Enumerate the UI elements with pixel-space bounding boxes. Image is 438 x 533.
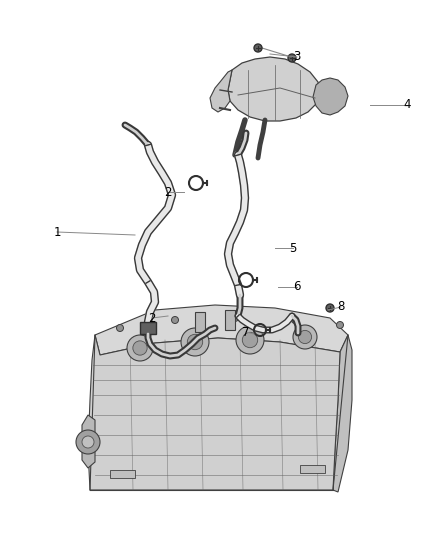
- Bar: [225, 310, 235, 330]
- Circle shape: [236, 326, 264, 354]
- Circle shape: [288, 54, 296, 62]
- Bar: [140, 322, 156, 334]
- Text: 2: 2: [148, 311, 156, 325]
- Polygon shape: [313, 78, 348, 115]
- Circle shape: [76, 430, 100, 454]
- Circle shape: [117, 325, 124, 332]
- Text: 1: 1: [53, 225, 61, 238]
- Circle shape: [298, 330, 311, 344]
- Circle shape: [254, 44, 262, 52]
- Polygon shape: [210, 70, 232, 112]
- Circle shape: [172, 317, 179, 324]
- Circle shape: [133, 341, 147, 355]
- Polygon shape: [88, 335, 340, 490]
- Text: 2: 2: [164, 185, 172, 198]
- Bar: [110, 470, 135, 478]
- Polygon shape: [228, 57, 320, 121]
- Circle shape: [242, 332, 258, 348]
- Polygon shape: [333, 335, 352, 492]
- Text: 8: 8: [337, 301, 345, 313]
- Circle shape: [181, 328, 209, 356]
- Polygon shape: [95, 305, 348, 355]
- Text: 5: 5: [290, 241, 297, 254]
- Text: 7: 7: [242, 326, 250, 338]
- Circle shape: [82, 436, 94, 448]
- Circle shape: [292, 317, 299, 324]
- Circle shape: [336, 321, 343, 328]
- Polygon shape: [82, 415, 95, 468]
- Circle shape: [326, 304, 334, 312]
- Bar: [300, 465, 325, 473]
- Text: 4: 4: [403, 99, 411, 111]
- Circle shape: [127, 335, 153, 361]
- Circle shape: [293, 325, 317, 349]
- Circle shape: [187, 334, 203, 350]
- Bar: [195, 312, 205, 332]
- Text: 6: 6: [293, 280, 301, 294]
- Text: 3: 3: [293, 51, 301, 63]
- Circle shape: [232, 314, 239, 321]
